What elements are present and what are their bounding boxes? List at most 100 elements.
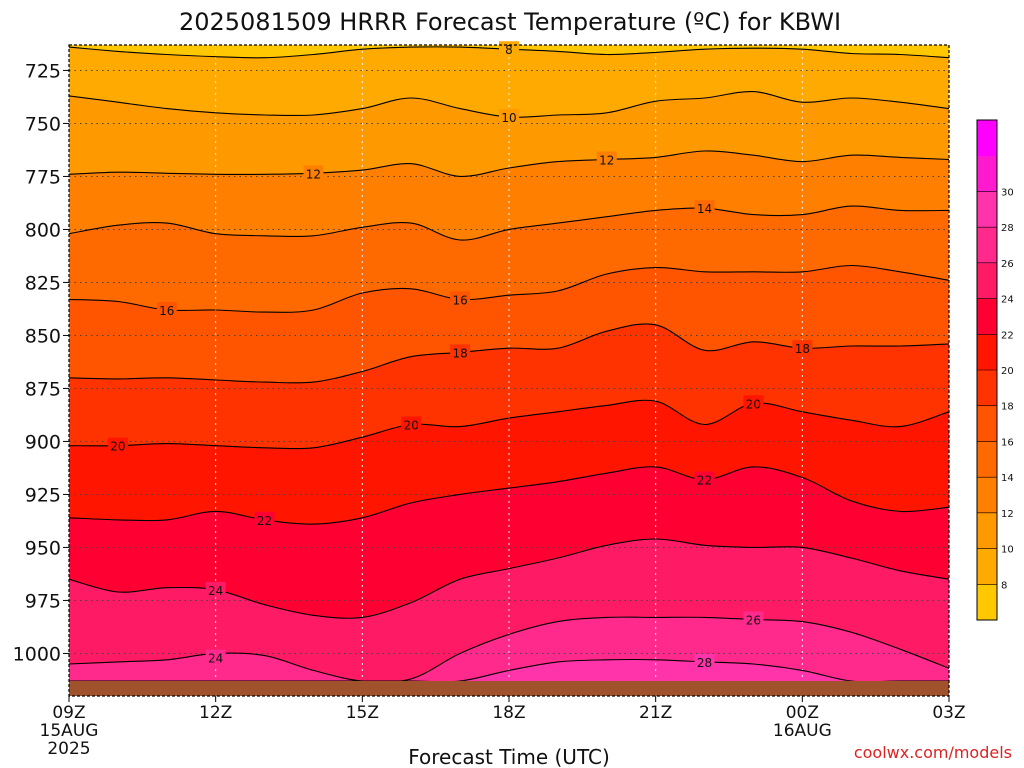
colorbar-segment-0 [977,584,997,621]
x-tick-label: 09Z [52,703,85,723]
y-tick-label: 750 [25,113,61,135]
isotherm-label-bg [694,200,715,216]
colorbar-label: 12 [1001,509,1014,520]
y-tick-label: 1000 [13,643,61,665]
isotherm-label-bg [694,653,715,669]
isotherm-label-28: 28 [694,653,715,670]
isotherm-12 [69,150,949,177]
x-tick-year: 2025 [47,739,90,759]
colorbar-segment-1 [977,548,997,585]
isotherm-label-14: 14 [694,200,715,216]
isotherm-label-text: 10 [501,111,516,125]
colorbar-label: 18 [1001,402,1014,413]
isotherm-label-text: 12 [599,153,614,167]
isotherm-label-26: 26 [743,611,764,628]
isotherm-label-text: 20 [404,418,419,432]
isotherm-label-bg [303,165,324,181]
y-tick-label: 925 [25,484,61,506]
colorbar: 8 10 12 14 16 18 20 22 24 26 28 30 [976,119,1014,621]
isotherm-label-bg [743,395,764,411]
isotherm-label-text: 8 [505,43,513,57]
x-tick-label: 03Z [932,703,965,723]
isotherm-label-text: 24 [208,584,223,598]
colorbar-label: 20 [1001,366,1014,377]
isotherm-label-22: 22 [694,471,715,488]
y-axis: 725 750 775 800 825 850 875 900 925 950 975 1000 [13,60,69,665]
credit-label: coolwx.com/models [854,743,1012,762]
y-tick-label: 975 [25,590,61,612]
y-tick-label: 850 [25,325,61,347]
x-tick-label: 21Z [639,703,672,723]
isotherm-label-16: 16 [156,302,177,318]
isotherm-label-18: 18 [450,344,471,360]
colorbar-label: 26 [1001,259,1014,270]
isotherm-label-bg [596,151,617,167]
x-tick-label: 15Z [346,703,379,723]
isotherm-label-bg [205,649,226,665]
colorbar-segment-5 [977,405,997,442]
y-tick-label: 950 [25,537,61,559]
isotherm-label-bg [205,581,226,597]
y-tick-label: 725 [25,60,61,82]
colorbar-label: 28 [1001,223,1014,234]
x-tick-label: 12Z [199,703,232,723]
chart-title: 2025081509 HRRR Forecast Temperature (ºC… [179,8,841,36]
isotherm-label-18: 18 [792,340,813,356]
isotherm-label-text: 18 [795,342,810,356]
isotherm-label-12: 12 [303,165,324,181]
isotherm-label-20: 20 [107,437,128,454]
colorbar-segment-2 [977,512,997,550]
y-tick-label: 825 [25,272,61,294]
colorbar-label: 14 [1001,473,1014,484]
y-tick-label: 900 [25,431,61,453]
isotherm-label-20: 20 [743,395,764,411]
isotherm-label-text: 22 [697,474,712,488]
colorbar-segment-4 [977,441,997,478]
isotherm-label-bg [156,302,177,317]
isotherm-20 [69,399,949,450]
colorbar-segment-6 [977,370,997,407]
colorbar-label: 22 [1001,330,1014,341]
isotherm-label-text: 14 [697,202,712,216]
colorbar-segment-9 [977,262,997,300]
colorbar-segment-3 [977,477,997,514]
y-tick-label: 775 [25,166,61,188]
isotherm-label-text: 28 [697,656,712,670]
colorbar-segment-12 [977,155,997,192]
isotherm-label-bg [401,416,422,432]
colorbar-segment-11 [977,191,997,228]
x-tick-date: 16AUG [773,721,832,741]
isotherm-label-bg [254,511,275,527]
colorbar-label: 30 [1001,187,1014,198]
ground-band [69,681,949,696]
isotherm-label-text: 24 [208,652,223,666]
x-tick-label: 18Z [492,703,525,723]
isotherm-label-text: 20 [746,397,761,411]
isotherm-label-text: 26 [746,614,761,628]
colorbar-segment-13 [977,120,997,157]
colorbar-label: 8 [1001,580,1007,591]
isotherm-label-text: 20 [110,440,125,454]
isotherm-14 [69,205,949,241]
x-tick-label: 00Z [786,703,819,723]
isotherm-16 [69,264,949,313]
x-axis-label: Forecast Time (UTC) [408,745,610,768]
isotherm-label-bg [792,340,813,356]
colorbar-segment-8 [977,298,997,335]
isotherm-label-16: 16 [450,291,471,307]
colorbar-segment-7 [977,334,997,371]
isotherm-label-bg [107,437,128,453]
isotherm-label-bg [450,291,471,307]
y-tick-label: 875 [25,378,61,400]
isotherm-label-20: 20 [401,416,422,432]
isotherm-label-text: 22 [257,514,272,528]
isotherm-label-22: 22 [254,511,275,528]
isotherm-label-10: 10 [499,109,519,125]
colorbar-label: 10 [1001,545,1014,556]
isotherm-label-24: 24 [205,581,226,598]
x-tick-date: 15AUG [40,721,99,741]
isotherm-22 [69,466,949,525]
isotherm-label-text: 16 [452,293,467,307]
isotherm-label-bg [499,109,519,125]
